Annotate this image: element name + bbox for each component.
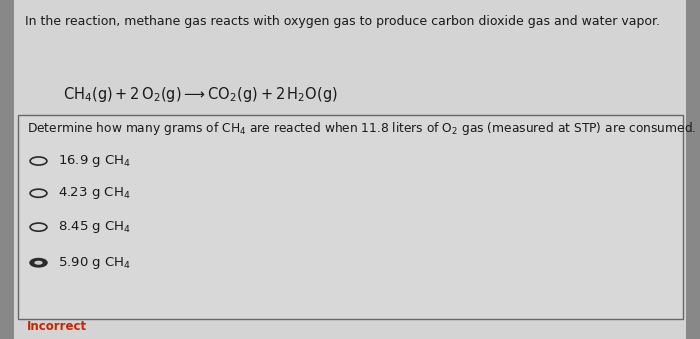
Circle shape (30, 259, 47, 267)
Text: $\mathrm{4.23\ g\ CH_4}$: $\mathrm{4.23\ g\ CH_4}$ (58, 185, 130, 201)
Text: $\mathrm{CH_4(g) + 2\,O_2(g) \longrightarrow CO_2(g) + 2\,H_2O(g)}$: $\mathrm{CH_4(g) + 2\,O_2(g) \longrighta… (63, 85, 338, 104)
Text: $\mathrm{16.9\ g\ CH_4}$: $\mathrm{16.9\ g\ CH_4}$ (58, 153, 132, 169)
Text: $\mathrm{8.45\ g\ CH_4}$: $\mathrm{8.45\ g\ CH_4}$ (58, 219, 132, 235)
Text: In the reaction, methane gas reacts with oxygen gas to produce carbon dioxide ga: In the reaction, methane gas reacts with… (25, 15, 659, 28)
Text: Determine how many grams of $\mathrm{CH_4}$ are reacted when 11.8 liters of $\ma: Determine how many grams of $\mathrm{CH_… (27, 120, 696, 137)
Text: Incorrect: Incorrect (27, 320, 87, 333)
FancyBboxPatch shape (18, 115, 682, 319)
Text: $\mathrm{5.90\ g\ CH_4}$: $\mathrm{5.90\ g\ CH_4}$ (58, 255, 132, 271)
FancyBboxPatch shape (14, 0, 686, 339)
Circle shape (34, 261, 43, 265)
